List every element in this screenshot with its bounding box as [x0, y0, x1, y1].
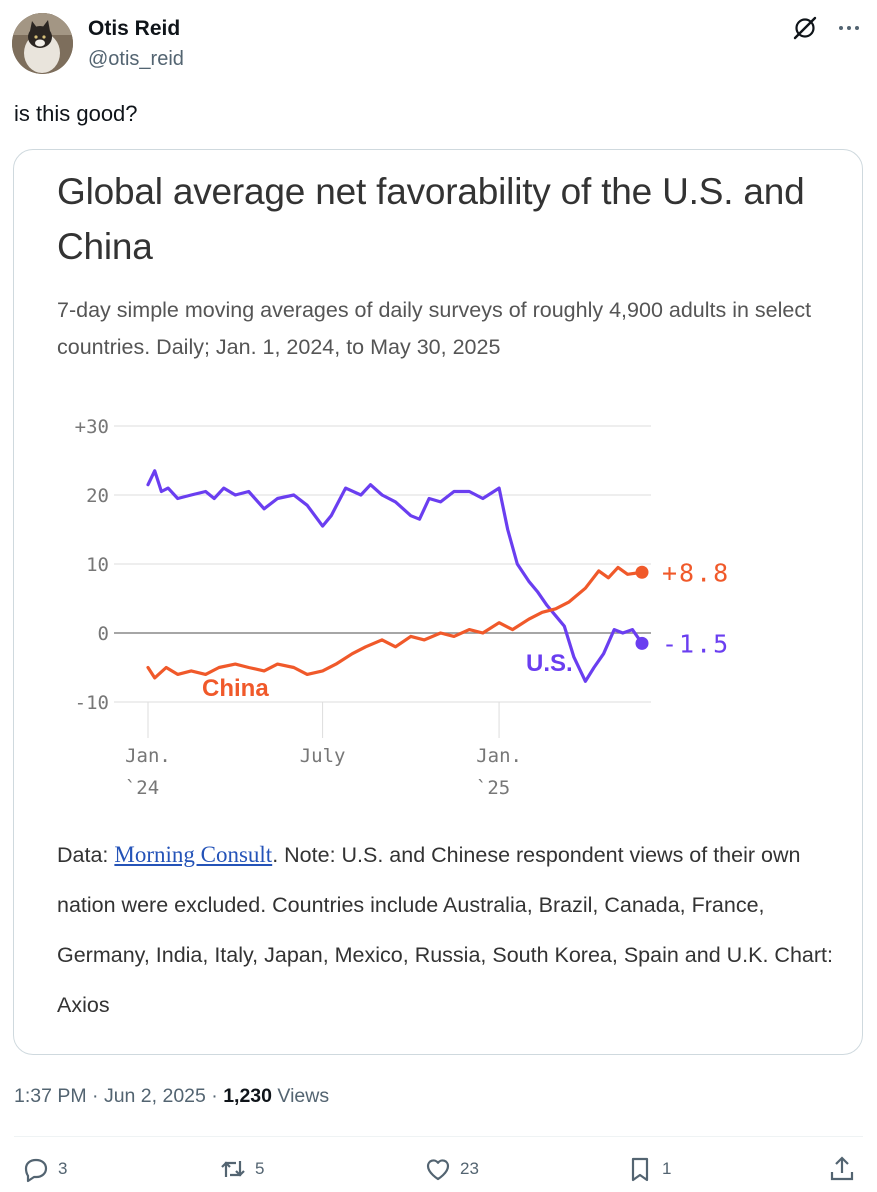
- chart-title: Global average net favorability of the U…: [57, 171, 805, 267]
- y-tick-label: 10: [86, 554, 109, 576]
- more-options-icon[interactable]: [835, 14, 863, 42]
- tweet-timestamp[interactable]: 1:37 PM · Jun 2, 2025 ·: [14, 1085, 224, 1107]
- repost-icon: [221, 1161, 245, 1177]
- y-tick-label: +30: [75, 416, 109, 438]
- like-count: 23: [460, 1159, 479, 1178]
- note-prefix: Data:: [57, 843, 115, 867]
- reply-icon: [24, 1158, 48, 1183]
- tweet-meta: 1:37 PM · Jun 2, 2025 · 1,230 Views: [14, 1085, 329, 1108]
- source-link[interactable]: Morning Consult: [114, 842, 273, 867]
- reply-count: 3: [58, 1159, 68, 1178]
- chart-image-card[interactable]: Global average net favorability of the U…: [13, 149, 863, 1055]
- y-tick-label: -10: [75, 692, 109, 714]
- reply-button[interactable]: 3: [22, 1155, 67, 1183]
- tweet-text: is this good?: [14, 101, 138, 126]
- chart-note: Data: Morning Consult. Note: U.S. and Ch…: [57, 830, 837, 1030]
- bookmark-count: 1: [662, 1159, 672, 1178]
- x-tick-label: `24: [125, 777, 159, 799]
- x-tick-label: July: [300, 745, 346, 767]
- avatar[interactable]: [12, 13, 73, 74]
- repost-button[interactable]: 5: [219, 1155, 264, 1183]
- china-end-point: [635, 565, 649, 579]
- note-text: . Note: U.S. and Chinese respondent view…: [57, 843, 833, 1017]
- us-series-name: U.S.: [526, 650, 573, 677]
- china-end-label: +8.8: [662, 558, 730, 587]
- repost-count: 5: [255, 1159, 265, 1178]
- views-count: 1,230: [223, 1085, 273, 1107]
- like-button[interactable]: 23: [424, 1155, 479, 1183]
- us-end-label: -1.5: [662, 629, 730, 658]
- us-end-point: [635, 636, 649, 650]
- x-tick-label: Jan.: [476, 745, 522, 767]
- avatar-image: [12, 13, 73, 74]
- share-button[interactable]: [828, 1155, 856, 1183]
- chart-subtitle: 7-day simple moving averages of daily su…: [57, 298, 812, 359]
- china-series-name: China: [202, 675, 269, 702]
- action-bar: 3 5 23 1: [0, 1155, 877, 1191]
- bookmark-button[interactable]: 1: [626, 1155, 671, 1183]
- heart-icon: [426, 1159, 450, 1181]
- y-tick-label: 0: [98, 623, 109, 645]
- x-tick-label: Jan.: [125, 745, 171, 767]
- grok-icon[interactable]: [791, 14, 819, 42]
- line-chart: +30 20 10 0 -10 Jan. `24 July Jan. `25 -1.5 +8.8 U.S…: [75, 416, 730, 799]
- y-tick-label: 20: [86, 485, 109, 507]
- us-series-line: [146, 469, 644, 683]
- x-tick-label: `25: [476, 777, 510, 799]
- share-icon: [830, 1156, 854, 1181]
- header-actions: [791, 14, 863, 42]
- author-handle[interactable]: @otis_reid: [88, 48, 184, 70]
- divider: [14, 1136, 863, 1137]
- bookmark-icon: [631, 1157, 649, 1182]
- views-label: Views: [272, 1085, 330, 1107]
- china-series-line: [146, 565, 644, 680]
- author-name[interactable]: Otis Reid: [88, 17, 181, 40]
